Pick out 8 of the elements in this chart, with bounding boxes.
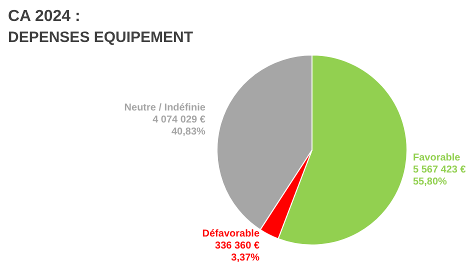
slice-label: Favorable [413,152,461,164]
chart-subtitle: DEPENSES EQUIPEMENT [8,29,194,46]
data-label: 336 360 € 3,37% [215,240,260,264]
slice-label: Défavorable [202,228,260,240]
slice-label: Neutre / Indéfinie [124,102,206,114]
data-label: 4 074 029 € 40,83% [152,114,206,138]
chart-title: CA 2024 : [8,8,80,25]
data-label: 5 567 423 € 55,80% [413,164,466,188]
